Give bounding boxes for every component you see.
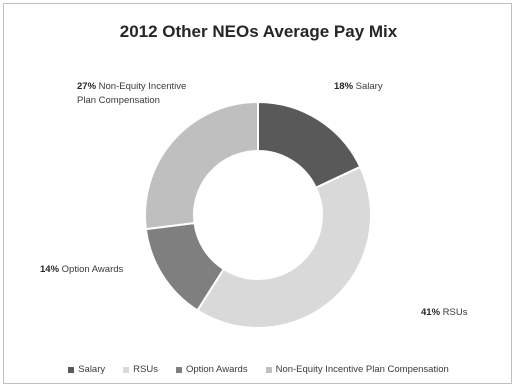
legend-label-salary: Salary (78, 364, 106, 375)
legend-item-non-equity: Non-Equity Incentive Plan Compensation (265, 364, 449, 375)
legend-item-rsus: RSUs (123, 364, 158, 375)
label-non-equity: 27% Non-Equity Incentive Plan Compensati… (77, 81, 187, 106)
label-salary: 18% Salary (334, 81, 383, 92)
chart-title: 2012 Other NEOs Average Pay Mix (119, 22, 398, 41)
legend-label-rsus: RSUs (133, 364, 158, 375)
label-option-awards: 14% Option Awards (40, 264, 124, 275)
legend-label-option-awards: Option Awards (185, 364, 248, 375)
donut-slice-non-equity-incentive-plan-compensation (144, 100, 259, 231)
chart-legend: Salary RSUs Option Awards Non-Equity Inc… (0, 364, 517, 375)
label-rsus: 41% RSUs (421, 307, 468, 318)
legend-item-option-awards: Option Awards (175, 364, 248, 375)
legend-item-salary: Salary (68, 364, 105, 375)
legend-swatch-rsus (123, 366, 130, 373)
legend-swatch-salary (68, 366, 75, 373)
donut-slice-rsus (196, 165, 372, 329)
legend-swatch-option-awards (175, 366, 182, 373)
legend-label-non-equity: Non-Equity Incentive Plan Compensation (275, 364, 449, 375)
legend-swatch-non-equity (265, 366, 272, 373)
